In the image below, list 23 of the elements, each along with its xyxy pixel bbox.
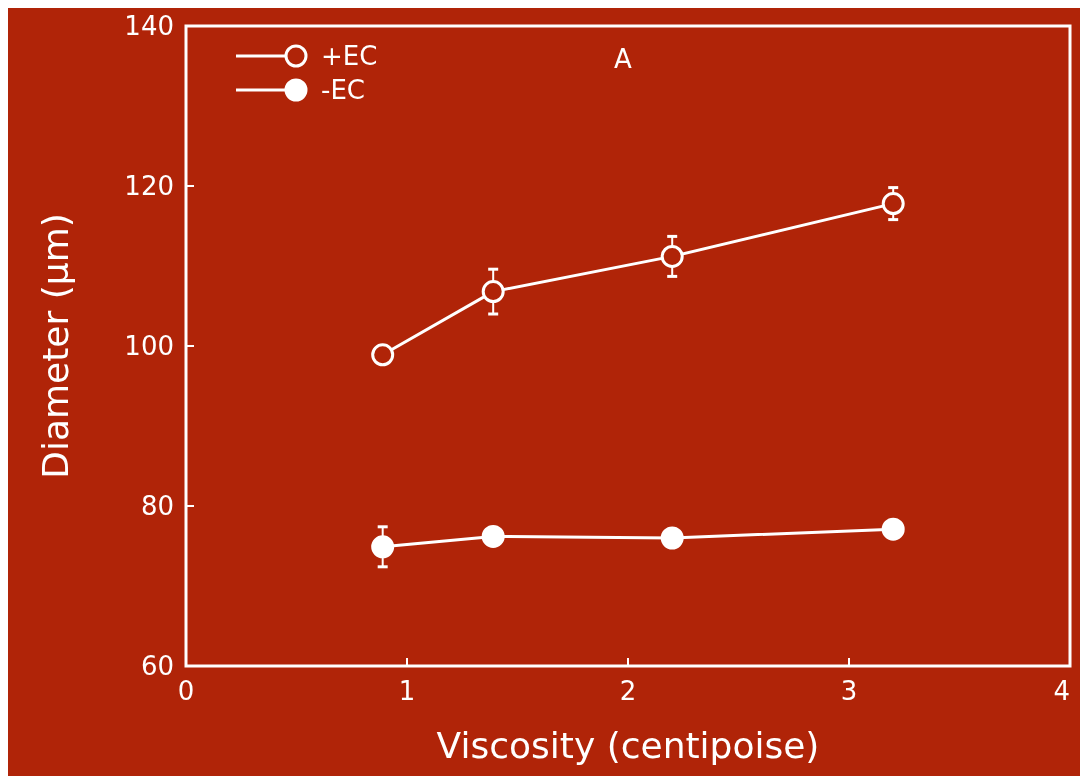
annotation: A bbox=[614, 44, 633, 74]
legend-label: -EC bbox=[321, 75, 365, 106]
point bbox=[481, 280, 505, 304]
x-tick-label: 1 bbox=[398, 676, 416, 706]
point bbox=[660, 526, 684, 550]
x-tick-label: 0 bbox=[177, 676, 195, 706]
x-axis-title: Viscosity (centipoise) bbox=[436, 725, 820, 766]
x-tick-label: 2 bbox=[619, 676, 637, 706]
point bbox=[371, 535, 395, 559]
y-axis-title: Diameter (μm) bbox=[35, 213, 76, 479]
point bbox=[881, 192, 905, 216]
y-tick-label: 140 bbox=[124, 11, 174, 42]
y-tick-label: 100 bbox=[124, 331, 174, 362]
x-tick-label: 4 bbox=[1053, 676, 1070, 706]
point bbox=[881, 517, 905, 541]
legend-label: +EC bbox=[321, 41, 378, 72]
x-tick-label: 3 bbox=[840, 676, 858, 706]
y-tick-label: 120 bbox=[124, 171, 174, 202]
point bbox=[371, 343, 395, 367]
y-tick-label: 60 bbox=[140, 651, 174, 682]
y-tick-label: 80 bbox=[140, 491, 174, 522]
point bbox=[660, 244, 684, 268]
point bbox=[481, 524, 505, 548]
